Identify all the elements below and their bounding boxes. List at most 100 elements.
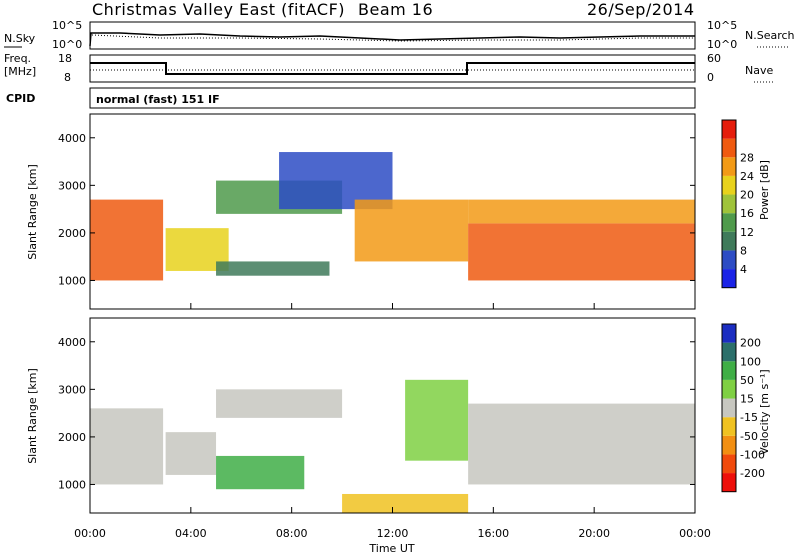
nsky-strip: N.Sky 10^5 10^0 10^5 10^0 N.Search [4, 19, 795, 51]
power-colorbar-cell [722, 269, 736, 288]
velocity-colorbar-cell [722, 454, 736, 474]
date-title: 26/Sep/2014 [587, 0, 695, 19]
power-colorbar-cell [722, 175, 736, 195]
velocity-colorbar-tick: -100 [740, 448, 765, 461]
nsearch-label: N.Search [745, 29, 795, 42]
power-colorbar-cell [722, 157, 736, 176]
power-colorbar-tick: 4 [740, 263, 747, 276]
x-tick-label: 12:00 [377, 527, 409, 540]
cpid-label: CPID [6, 92, 35, 105]
nsky-line [89, 32, 695, 47]
x-tick-label: 20:00 [578, 527, 610, 540]
x-tick-label: 00:00 [74, 527, 106, 540]
cpid-value: normal (fast) 151 IF [96, 93, 220, 106]
nsky-label: N.Sky [4, 32, 36, 45]
velocity-band [90, 408, 164, 485]
power-y-tick-label: 4000 [58, 132, 86, 145]
freq-label: Freq. [4, 52, 31, 65]
velocity-y-tick-label: 2000 [58, 431, 86, 444]
velocity-colorbar-label: Velocity [m s⁻¹] [758, 369, 771, 454]
freq-line [90, 62, 695, 75]
velocity-y-ticks: 1000 2000 3000 4000 [58, 336, 695, 491]
x-tick-label: 16:00 [477, 527, 509, 540]
power-band [90, 199, 164, 281]
velocity-colorbar-cell [722, 435, 736, 455]
nave-tick-bottom: 0 [707, 71, 714, 84]
velocity-colorbar-cell [722, 324, 736, 343]
power-y-tick-label: 1000 [58, 274, 86, 287]
velocity-band [216, 389, 343, 418]
velocity-band [342, 493, 469, 513]
nave-label: Nave [745, 64, 773, 77]
power-colorbar-tick: 16 [740, 207, 754, 220]
x-tick-label: 00:00 [679, 527, 711, 540]
beam-title: Beam 16 [358, 0, 433, 19]
power-y-label: Slant Range [km] [26, 164, 39, 260]
velocity-y-tick-label: 4000 [58, 336, 86, 349]
velocity-colorbar-frame [721, 323, 737, 493]
velocity-colorbar-tick: 200 [740, 337, 761, 350]
power-panel: 1000 2000 3000 4000 Slant Range [km] 4 8 12 16… [26, 113, 771, 310]
velocity-colorbar-tick: 100 [740, 355, 761, 368]
power-colorbar-frame [721, 119, 737, 289]
velocity-y-label: Slant Range [km] [26, 368, 39, 464]
nsky-tick-bottom: 10^0 [52, 38, 82, 51]
power-band [468, 223, 695, 281]
velocity-y-tick-label: 1000 [58, 478, 86, 491]
freq-tick-top: 18 [58, 52, 72, 65]
x-tick-label: 08:00 [276, 527, 308, 540]
power-colorbar-cell [722, 120, 736, 139]
velocity-colorbar: 200 100 50 15 -15 -50 -100 -200 [721, 323, 765, 493]
velocity-colorbar-tick: -200 [740, 467, 765, 480]
power-colorbar-tick: 24 [740, 170, 754, 183]
velocity-colorbar-tick: 15 [740, 393, 754, 406]
power-colorbar: 4 8 12 16 20 24 28 [721, 119, 754, 289]
power-band [216, 261, 330, 276]
power-y-tick-label: 3000 [58, 179, 86, 192]
nave-tick-top: 60 [707, 52, 721, 65]
power-colorbar-cell [722, 213, 736, 232]
power-colorbar-label: Power [dB] [758, 160, 771, 220]
velocity-colorbar-cell [722, 361, 736, 380]
power-colorbar-tick: 12 [740, 226, 754, 239]
freq-unit: [MHz] [4, 65, 36, 78]
velocity-colorbar-cell [722, 342, 736, 362]
velocity-colorbar-tick: 50 [740, 374, 754, 387]
x-axis-label: Time UT [368, 542, 414, 554]
time-x-ticks: 00:00 04:00 08:00 12:00 16:00 20:00 00:00 [74, 303, 711, 540]
station-title: Christmas Valley East (fitACF) [92, 0, 345, 19]
power-colorbar-tick: 8 [740, 244, 747, 257]
velocity-colorbar-cell [722, 398, 736, 418]
power-y-ticks: 1000 2000 3000 4000 [58, 132, 695, 287]
power-band [468, 199, 695, 224]
power-colorbar-cell [722, 194, 736, 214]
cpid-strip: CPID normal (fast) 151 IF [6, 87, 696, 109]
power-colorbar-cell [722, 231, 736, 251]
velocity-band [216, 455, 305, 490]
freq-tick-bottom: 8 [64, 71, 71, 84]
nsearch-tick-bottom: 10^0 [707, 38, 737, 51]
power-band [354, 199, 469, 262]
velocity-band [468, 403, 695, 485]
velocity-colorbar-cell [722, 417, 736, 436]
velocity-panel: 1000 2000 3000 4000 Slant Range [km] 200 100… [26, 303, 771, 554]
velocity-colorbar-cell [722, 473, 736, 492]
velocity-colorbar-cell [722, 379, 736, 399]
velocity-y-tick-label: 3000 [58, 383, 86, 396]
nsearch-tick-top: 10^5 [707, 19, 737, 32]
velocity-colorbar-tick: -50 [740, 430, 758, 443]
power-bands [90, 152, 695, 281]
power-colorbar-cell [722, 138, 736, 158]
power-colorbar-tick: 20 [740, 189, 754, 202]
velocity-colorbar-tick: -15 [740, 411, 758, 424]
power-colorbar-tick: 28 [740, 151, 754, 164]
nsky-tick-top: 10^5 [52, 19, 82, 32]
velocity-band [405, 379, 469, 461]
x-tick-label: 04:00 [175, 527, 207, 540]
power-y-tick-label: 2000 [58, 227, 86, 240]
velocity-bands [90, 379, 695, 513]
velocity-band [165, 432, 217, 475]
freq-strip: Freq. [MHz] 18 8 60 0 Nave [4, 52, 773, 84]
power-colorbar-cell [722, 250, 736, 270]
